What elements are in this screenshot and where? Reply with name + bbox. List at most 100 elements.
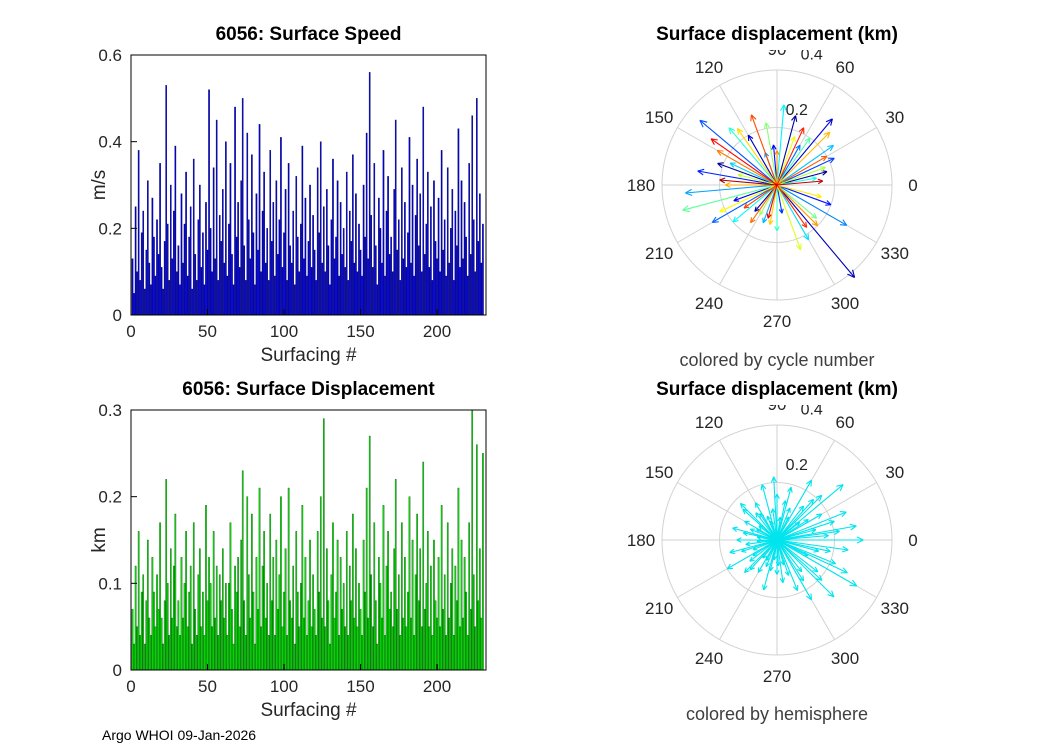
arrow-shaft: [776, 500, 786, 541]
bar: [241, 470, 244, 671]
bar: [263, 171, 265, 316]
bar: [160, 267, 163, 316]
bar: [364, 236, 366, 316]
bar: [453, 280, 455, 316]
arrow-head: [779, 577, 784, 584]
bar: [163, 600, 166, 671]
bar: [174, 513, 177, 671]
bar: [339, 557, 342, 671]
bar: [225, 583, 227, 671]
bar: [188, 236, 190, 316]
bar: [229, 163, 232, 316]
bar: [407, 232, 409, 316]
arrow-shaft: [710, 138, 778, 186]
bar: [156, 574, 158, 671]
arrow-head: [787, 486, 792, 492]
bar: [450, 583, 452, 671]
theta-tick-labels: 0 30 60 90 120 150 180 210 240 270 300 330: [627, 50, 918, 331]
arrow-head: [769, 220, 774, 225]
arrow-head: [780, 104, 785, 111]
theta-tick-label: 150: [645, 463, 673, 482]
quiver-arrows: [726, 476, 864, 601]
bar: [364, 591, 366, 671]
arrow-shaft: [699, 119, 778, 186]
bar: [249, 617, 252, 671]
theta-tick-label: 30: [885, 463, 904, 482]
arrow-shaft: [743, 184, 778, 209]
bar: [254, 643, 256, 671]
bar: [220, 600, 223, 671]
bar: [292, 210, 294, 316]
arrow-head: [777, 561, 781, 567]
bar: [420, 626, 423, 671]
arrow-head: [770, 508, 774, 514]
arrow-shaft: [741, 539, 778, 553]
bar: [469, 609, 472, 671]
bar: [269, 513, 272, 671]
arrow-head: [827, 144, 834, 148]
bar: [179, 284, 181, 316]
arrow-head: [682, 209, 690, 213]
arrow-shaft: [749, 539, 778, 571]
arrow-head: [827, 594, 835, 598]
arrow-head: [732, 527, 737, 532]
bar: [211, 271, 213, 316]
bar: [442, 249, 444, 316]
arrow-head: [762, 555, 768, 559]
arrow-shaft: [776, 184, 783, 214]
arrow-head: [823, 533, 829, 537]
bar: [136, 626, 138, 671]
bar: [419, 548, 421, 671]
arrow-shaft: [776, 539, 799, 591]
bar: [379, 583, 382, 671]
arrow-head: [768, 566, 771, 572]
bar: [297, 236, 299, 316]
bar: [439, 626, 441, 671]
bar: [150, 284, 152, 316]
arrow-head: [823, 155, 828, 162]
arrow-head: [712, 221, 719, 223]
bar: [393, 548, 395, 671]
arrow-shaft: [776, 180, 823, 186]
bar: [180, 193, 183, 316]
bar: [235, 591, 238, 671]
bar: [335, 591, 337, 671]
arrow-head: [774, 569, 778, 575]
bar: [222, 548, 224, 671]
arrow-head: [800, 243, 802, 250]
arrow-head: [790, 487, 793, 493]
arrow-head: [752, 551, 756, 556]
bar: [260, 271, 262, 316]
bar: [168, 635, 171, 671]
bar: [388, 609, 391, 671]
arrow-shaft: [766, 539, 778, 561]
arrow-head: [759, 513, 761, 519]
arrow-head: [732, 526, 738, 529]
bar: [147, 539, 149, 671]
bar: [140, 232, 143, 316]
bar: [469, 254, 472, 316]
arrow-head: [834, 530, 840, 535]
bar: [163, 241, 166, 316]
bar: [267, 635, 270, 671]
arrow-shaft: [776, 519, 809, 541]
bar: [468, 163, 470, 316]
arrow-head: [811, 176, 817, 179]
arrow-head: [836, 484, 844, 487]
bar: [397, 219, 400, 316]
bar: [214, 258, 216, 316]
theta-tick-label: 300: [831, 294, 859, 313]
arrow-head: [749, 528, 754, 533]
bar: [307, 241, 310, 316]
bar: [457, 487, 460, 671]
bar: [443, 219, 446, 316]
bar: [434, 600, 437, 671]
arrow-head: [801, 224, 807, 228]
bar: [214, 617, 216, 671]
bar: [411, 184, 414, 316]
arrow-head: [699, 119, 708, 123]
bar: [410, 262, 412, 316]
bar: [329, 284, 331, 316]
arrow-shaft: [776, 539, 805, 582]
bar: [199, 184, 201, 316]
